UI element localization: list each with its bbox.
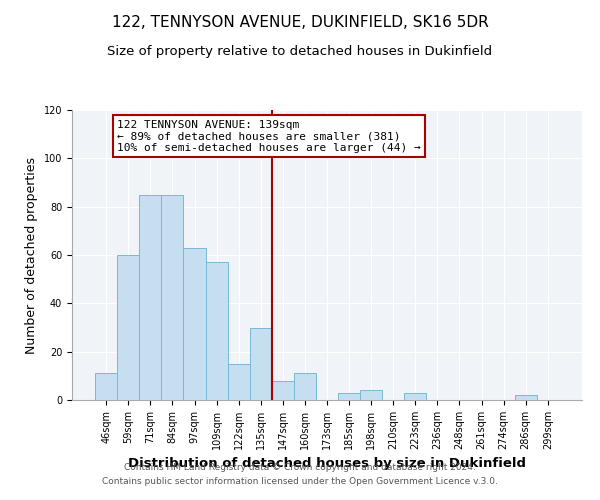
Bar (404, 393, 427, 400)
Text: Size of property relative to detached houses in Dukinfield: Size of property relative to detached ho… (107, 45, 493, 58)
Bar (338, 393, 360, 400)
Y-axis label: Number of detached properties: Number of detached properties (25, 156, 38, 354)
Bar (272, 380, 294, 400)
Bar (206, 262, 227, 400)
Bar (360, 390, 382, 400)
Bar (95, 374, 117, 400)
Bar (250, 328, 272, 400)
Text: Contains HM Land Registry data © Crown copyright and database right 2024.: Contains HM Land Registry data © Crown c… (124, 464, 476, 472)
Text: 122 TENNYSON AVENUE: 139sqm
← 89% of detached houses are smaller (381)
10% of se: 122 TENNYSON AVENUE: 139sqm ← 89% of det… (117, 120, 421, 153)
X-axis label: Distribution of detached houses by size in Dukinfield: Distribution of detached houses by size … (128, 458, 526, 470)
Text: Contains public sector information licensed under the Open Government Licence v.: Contains public sector information licen… (102, 477, 498, 486)
Text: 122, TENNYSON AVENUE, DUKINFIELD, SK16 5DR: 122, TENNYSON AVENUE, DUKINFIELD, SK16 5… (112, 15, 488, 30)
Bar (294, 374, 316, 400)
Bar (227, 364, 250, 400)
Bar (184, 248, 206, 400)
Bar (515, 395, 537, 400)
Bar (117, 255, 139, 400)
Bar (139, 194, 161, 400)
Bar (161, 194, 184, 400)
